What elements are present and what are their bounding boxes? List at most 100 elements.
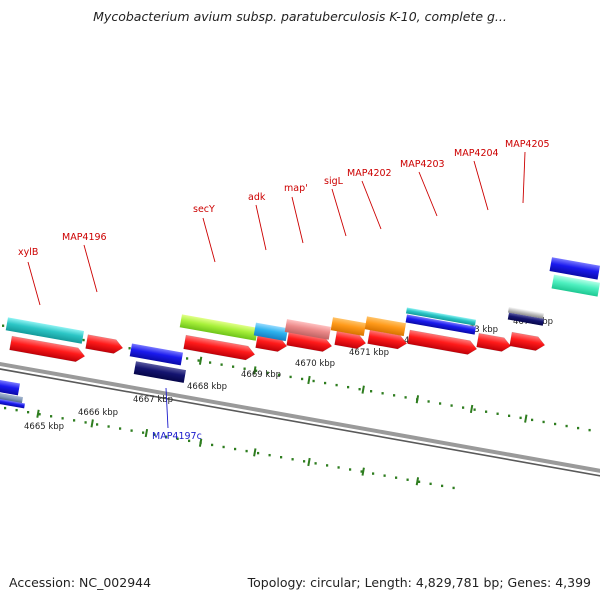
upper-track-dot bbox=[243, 367, 246, 370]
gene-map4205-cog-bot bbox=[507, 312, 545, 326]
lower-major-tick bbox=[90, 419, 94, 428]
gene-label-sigl[interactable]: sigL bbox=[324, 176, 344, 187]
upper-track-dot bbox=[301, 377, 304, 381]
upper-track-dot bbox=[381, 392, 384, 395]
lower-track-dot bbox=[395, 476, 398, 479]
gene-label-map4205[interactable]: MAP4205 bbox=[505, 139, 550, 150]
lower-track-dot bbox=[291, 458, 294, 461]
lower-track-dot bbox=[188, 439, 191, 443]
gene-map4205-cog-bot-shape bbox=[507, 312, 545, 326]
gene-label-map4197c[interactable]: MAP4197c bbox=[152, 431, 202, 442]
gene-map4202-cog bbox=[364, 316, 407, 337]
gene-right-aqua bbox=[551, 274, 600, 297]
lower-track-dot bbox=[222, 445, 225, 449]
backbone-line bbox=[0, 361, 600, 473]
gene-label-leader bbox=[165, 387, 169, 429]
gene-map-cog bbox=[284, 319, 331, 340]
backbone-edge bbox=[0, 368, 600, 477]
gene-map4205-cog-top-shape bbox=[507, 306, 545, 319]
lower-track-dot bbox=[61, 417, 64, 420]
upper-track-dot bbox=[289, 375, 292, 379]
gene-map4205-red bbox=[509, 331, 546, 351]
upper-track-dot bbox=[197, 359, 200, 362]
upper-track-dot bbox=[554, 422, 557, 426]
lower-track-dot bbox=[50, 415, 53, 418]
upper-track-dot bbox=[2, 324, 5, 327]
gene-map4203-cog-top bbox=[405, 307, 476, 326]
lower-major-tick bbox=[198, 438, 203, 447]
gene-map4205-red-shape bbox=[509, 331, 546, 351]
gene-map4204-red-shape bbox=[476, 332, 512, 352]
gene-map4203-cog-top-shape bbox=[405, 307, 476, 326]
upper-track-dot bbox=[462, 406, 465, 409]
gene-label-map4202[interactable]: MAP4202 bbox=[347, 168, 392, 179]
lower-track-dot bbox=[119, 427, 122, 430]
kbp-label: 4671 kbp bbox=[349, 348, 389, 358]
gene-label-map4196[interactable]: MAP4196 bbox=[62, 232, 107, 243]
lower-track-dot bbox=[406, 478, 409, 481]
lower-major-tick bbox=[415, 477, 420, 486]
lower-track-dot bbox=[84, 421, 87, 424]
upper-track-dot bbox=[82, 338, 85, 342]
upper-track-dot bbox=[266, 371, 269, 375]
gene-map4203-red bbox=[407, 329, 478, 355]
gene-map4197c-navy bbox=[133, 361, 186, 383]
upper-track-dot bbox=[335, 383, 338, 387]
lower-track-dot bbox=[142, 431, 145, 434]
gene-label-leader bbox=[83, 244, 98, 293]
gene-sigL-cog bbox=[330, 317, 367, 336]
lower-track-dot bbox=[337, 466, 340, 469]
lower-track-dot bbox=[107, 425, 110, 428]
upper-track-dot bbox=[588, 428, 591, 432]
upper-track-dot bbox=[508, 414, 511, 418]
kbp-label: 4665 kbp bbox=[24, 422, 64, 432]
upper-track-dot bbox=[450, 404, 453, 407]
upper-major-tick bbox=[307, 375, 311, 385]
lower-track-dot bbox=[153, 433, 156, 436]
kbp-label: 4667 kbp bbox=[133, 395, 173, 405]
gene-xylB-cog bbox=[5, 317, 84, 344]
upper-track-dot bbox=[370, 390, 373, 393]
gene-label-leader bbox=[331, 188, 347, 237]
gene-label-leader bbox=[291, 196, 304, 244]
gene-label-secy[interactable]: secY bbox=[193, 204, 215, 215]
lower-track-dot bbox=[27, 410, 30, 414]
gene-label-map4203[interactable]: MAP4203 bbox=[400, 159, 445, 170]
upper-track-dot bbox=[531, 418, 534, 422]
gene-map4196-red bbox=[85, 334, 124, 354]
lower-major-tick bbox=[36, 409, 40, 418]
gene-map4197c-blue-shape bbox=[129, 343, 184, 366]
lower-track-dot bbox=[268, 453, 271, 457]
upper-track-dot bbox=[473, 408, 476, 411]
upper-track-dot bbox=[312, 379, 315, 383]
gene-map-cog-shape bbox=[284, 319, 331, 340]
gene-map4204-red bbox=[476, 332, 512, 352]
gene-label-xylb[interactable]: xylB bbox=[18, 247, 38, 258]
gene-label-map[interactable]: map' bbox=[284, 183, 308, 194]
gene-secY-cog-shape bbox=[179, 314, 258, 341]
upper-track-dot bbox=[347, 385, 350, 389]
topology-label: Topology: circular; Length: 4,829,781 bp… bbox=[247, 575, 591, 590]
upper-track-dot bbox=[404, 396, 407, 399]
gene-left-blue-2 bbox=[0, 398, 25, 409]
upper-track-dot bbox=[496, 412, 499, 415]
gene-map4196-red-shape bbox=[85, 334, 124, 354]
gene-map4205-cog-top bbox=[507, 306, 545, 319]
gene-left-blue bbox=[0, 379, 20, 396]
gene-map4203-cog-bot bbox=[405, 314, 476, 335]
gene-right-aqua-shape bbox=[551, 274, 600, 297]
gene-label-leader bbox=[27, 261, 41, 306]
upper-track-dot bbox=[393, 394, 396, 397]
upper-track-dot bbox=[278, 373, 281, 377]
lower-major-tick bbox=[361, 467, 365, 476]
lower-track-dot bbox=[349, 468, 352, 471]
lower-track-dot bbox=[96, 423, 99, 426]
gene-secY-red bbox=[183, 334, 256, 361]
lower-major-tick bbox=[253, 448, 257, 457]
gene-label-map4204[interactable]: MAP4204 bbox=[454, 148, 499, 159]
upper-track-dot bbox=[255, 369, 258, 372]
kbp-label: 4668 kbp bbox=[187, 382, 227, 392]
gene-label-adk[interactable]: adk bbox=[248, 192, 266, 203]
gene-left-blue-2-shape bbox=[0, 398, 25, 409]
